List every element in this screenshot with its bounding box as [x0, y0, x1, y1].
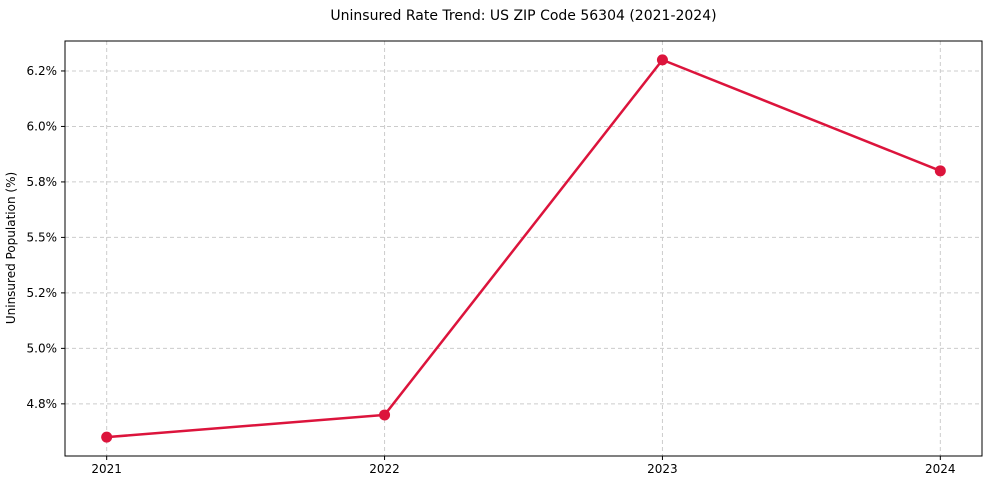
data-point	[934, 165, 946, 177]
plot-border	[64, 40, 983, 457]
y-tick-label: 5.2%	[27, 286, 58, 300]
x-tick-label: 2021	[91, 462, 122, 476]
y-tick-label: 5.5%	[27, 230, 58, 244]
chart-title: Uninsured Rate Trend: US ZIP Code 56304 …	[330, 8, 717, 24]
x-tick-label: 2022	[369, 462, 400, 476]
y-tick-label: 4.8%	[27, 397, 58, 411]
y-tick-label: 5.0%	[27, 341, 58, 355]
data-point	[656, 54, 668, 66]
x-tick-label: 2024	[925, 462, 956, 476]
x-tick-label: 2023	[647, 462, 678, 476]
y-tick-label: 5.8%	[27, 175, 58, 189]
data-point	[101, 431, 113, 443]
y-tick-label: 6.2%	[27, 64, 58, 78]
data-point	[379, 409, 391, 421]
y-tick-label: 6.0%	[27, 119, 58, 133]
trend-line	[105, 58, 942, 439]
